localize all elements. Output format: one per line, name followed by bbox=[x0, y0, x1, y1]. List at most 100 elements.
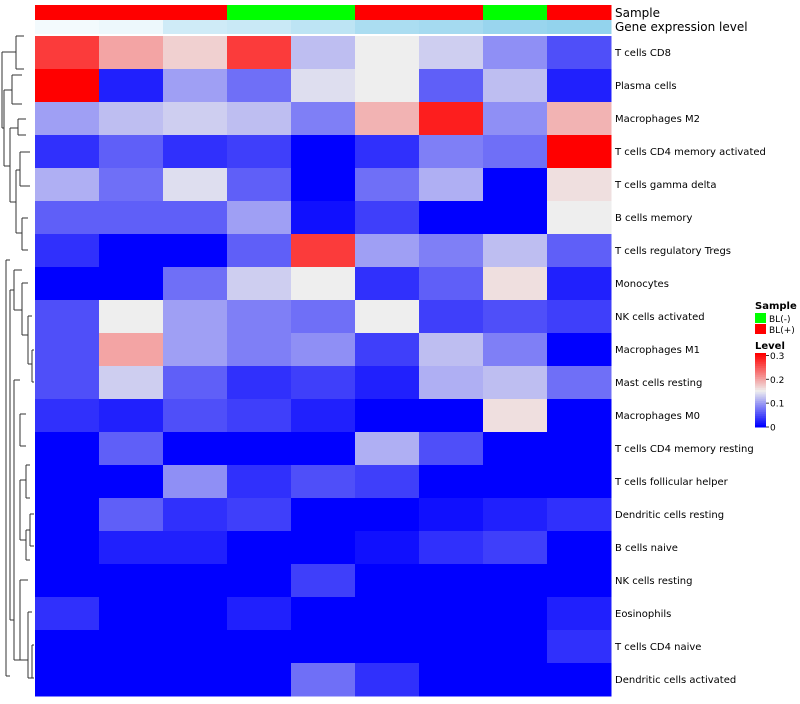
heatmap-cell bbox=[35, 135, 100, 169]
legend-level-gradient-step bbox=[755, 388, 766, 391]
row-label: NK cells activated bbox=[615, 312, 705, 323]
heatmap-cell bbox=[163, 201, 228, 235]
heatmap-cell bbox=[419, 300, 484, 334]
heatmap-cell bbox=[547, 234, 612, 268]
heatmap-cell bbox=[483, 531, 548, 565]
heatmap-cell bbox=[35, 69, 100, 103]
heatmap-cell bbox=[483, 300, 548, 334]
heatmap-cell bbox=[99, 498, 164, 532]
heatmap-cell bbox=[355, 69, 420, 103]
heatmap-cell bbox=[227, 465, 292, 499]
heatmap-cell bbox=[291, 366, 356, 400]
heatmap-cell bbox=[163, 498, 228, 532]
heatmap-cell bbox=[483, 465, 548, 499]
heatmap-cell bbox=[355, 234, 420, 268]
heatmap-cell bbox=[547, 597, 612, 631]
legend-level-gradient-step bbox=[755, 404, 766, 408]
heatmap-cell bbox=[99, 366, 164, 400]
row-label: T cells follicular helper bbox=[614, 477, 729, 488]
heatmap-cell bbox=[227, 168, 292, 202]
heatmap-cell bbox=[355, 300, 420, 334]
legend-sample-swatch bbox=[755, 313, 766, 323]
legend-level-title: Level bbox=[755, 341, 785, 352]
row-label: T cells regulatory Tregs bbox=[614, 246, 731, 257]
heatmap-cell bbox=[99, 531, 164, 565]
heatmap-cell bbox=[291, 234, 356, 268]
heatmap-cell bbox=[483, 663, 548, 697]
heatmap-cell bbox=[291, 432, 356, 466]
heatmap-cell bbox=[419, 201, 484, 235]
heatmap-cell bbox=[227, 564, 292, 598]
heatmap-cell bbox=[547, 366, 612, 400]
row-label: Macrophages M0 bbox=[615, 411, 700, 422]
heatmap-cell bbox=[547, 69, 612, 103]
legend-level-tick-label: 0.1 bbox=[770, 400, 784, 410]
legend-sample-swatch bbox=[755, 324, 766, 334]
legend-level-tick-label: 0 bbox=[770, 424, 776, 434]
heatmap-cell bbox=[483, 135, 548, 169]
heatmap-cell bbox=[227, 597, 292, 631]
legend-level-gradient-step bbox=[755, 353, 766, 356]
sample-annotation-cell bbox=[227, 5, 292, 20]
legend-level-gradient-step bbox=[755, 406, 766, 409]
sample-annotation-cell bbox=[35, 5, 100, 20]
legend-level-gradient-step bbox=[755, 401, 766, 404]
heatmap-cell bbox=[35, 201, 100, 235]
legend-level-gradient-step bbox=[755, 397, 766, 400]
heatmap-cell bbox=[35, 630, 100, 664]
legend-level-gradient-step bbox=[755, 423, 766, 426]
legend-level-gradient-step bbox=[755, 415, 766, 419]
heatmap-cell bbox=[483, 399, 548, 433]
heatmap-cell bbox=[163, 102, 228, 136]
legend-level-gradient-step bbox=[755, 367, 766, 371]
heatmap-cell bbox=[163, 432, 228, 466]
legend-level-gradient-step bbox=[755, 412, 766, 415]
row-label: Monocytes bbox=[615, 279, 669, 290]
legend-level-gradient-step bbox=[755, 390, 766, 393]
heatmap-cell bbox=[163, 234, 228, 268]
legend-level-gradient-step bbox=[755, 414, 766, 417]
heatmap-cell bbox=[419, 432, 484, 466]
heatmap-cell bbox=[419, 36, 484, 70]
row-label: B cells naive bbox=[615, 543, 678, 554]
heatmap-cell bbox=[291, 531, 356, 565]
heatmap-cell bbox=[547, 531, 612, 565]
row-label: Dendritic cells resting bbox=[615, 510, 724, 521]
heatmap-cell bbox=[547, 465, 612, 499]
heatmap-cell bbox=[99, 102, 164, 136]
legend-level-gradient-step bbox=[755, 354, 766, 358]
sample-annotation-cell bbox=[547, 5, 612, 20]
heatmap-cell bbox=[35, 36, 100, 70]
heatmap-cell bbox=[99, 201, 164, 235]
heatmap-cell bbox=[291, 69, 356, 103]
heatmap-cell bbox=[355, 597, 420, 631]
heatmap-cell bbox=[227, 69, 292, 103]
heatmap-cell bbox=[35, 531, 100, 565]
heatmap-cell bbox=[35, 300, 100, 334]
gene-expression-annotation-cell bbox=[99, 20, 164, 34]
heatmap-cell bbox=[419, 498, 484, 532]
heatmap-cell bbox=[35, 333, 100, 367]
heatmap-cell bbox=[291, 102, 356, 136]
legend-level-gradient-step bbox=[755, 402, 766, 406]
legend-level-gradient-step bbox=[755, 386, 766, 389]
heatmap-cell bbox=[291, 663, 356, 697]
heatmap-cell bbox=[483, 69, 548, 103]
legend-level-gradient-step bbox=[755, 399, 766, 402]
gene-expression-annotation-cell bbox=[483, 20, 548, 34]
heatmap-cell bbox=[291, 564, 356, 598]
heatmap-cell bbox=[163, 135, 228, 169]
legend-level-gradient-step bbox=[755, 373, 766, 376]
heatmap-cell bbox=[99, 465, 164, 499]
legend-level-gradient-step bbox=[755, 378, 766, 382]
legend-level-gradient-step bbox=[755, 393, 766, 397]
heatmap-cell bbox=[419, 69, 484, 103]
legend-level-gradient-step bbox=[755, 364, 766, 367]
gene-expression-annotation-cell bbox=[227, 20, 292, 34]
heatmap-cell bbox=[291, 201, 356, 235]
heatmap-cell bbox=[419, 366, 484, 400]
heatmap-cell bbox=[483, 432, 548, 466]
sample-annotation-cell bbox=[291, 5, 356, 20]
legend-level-gradient-step bbox=[755, 391, 766, 395]
legend-level-gradient-step bbox=[755, 408, 766, 411]
